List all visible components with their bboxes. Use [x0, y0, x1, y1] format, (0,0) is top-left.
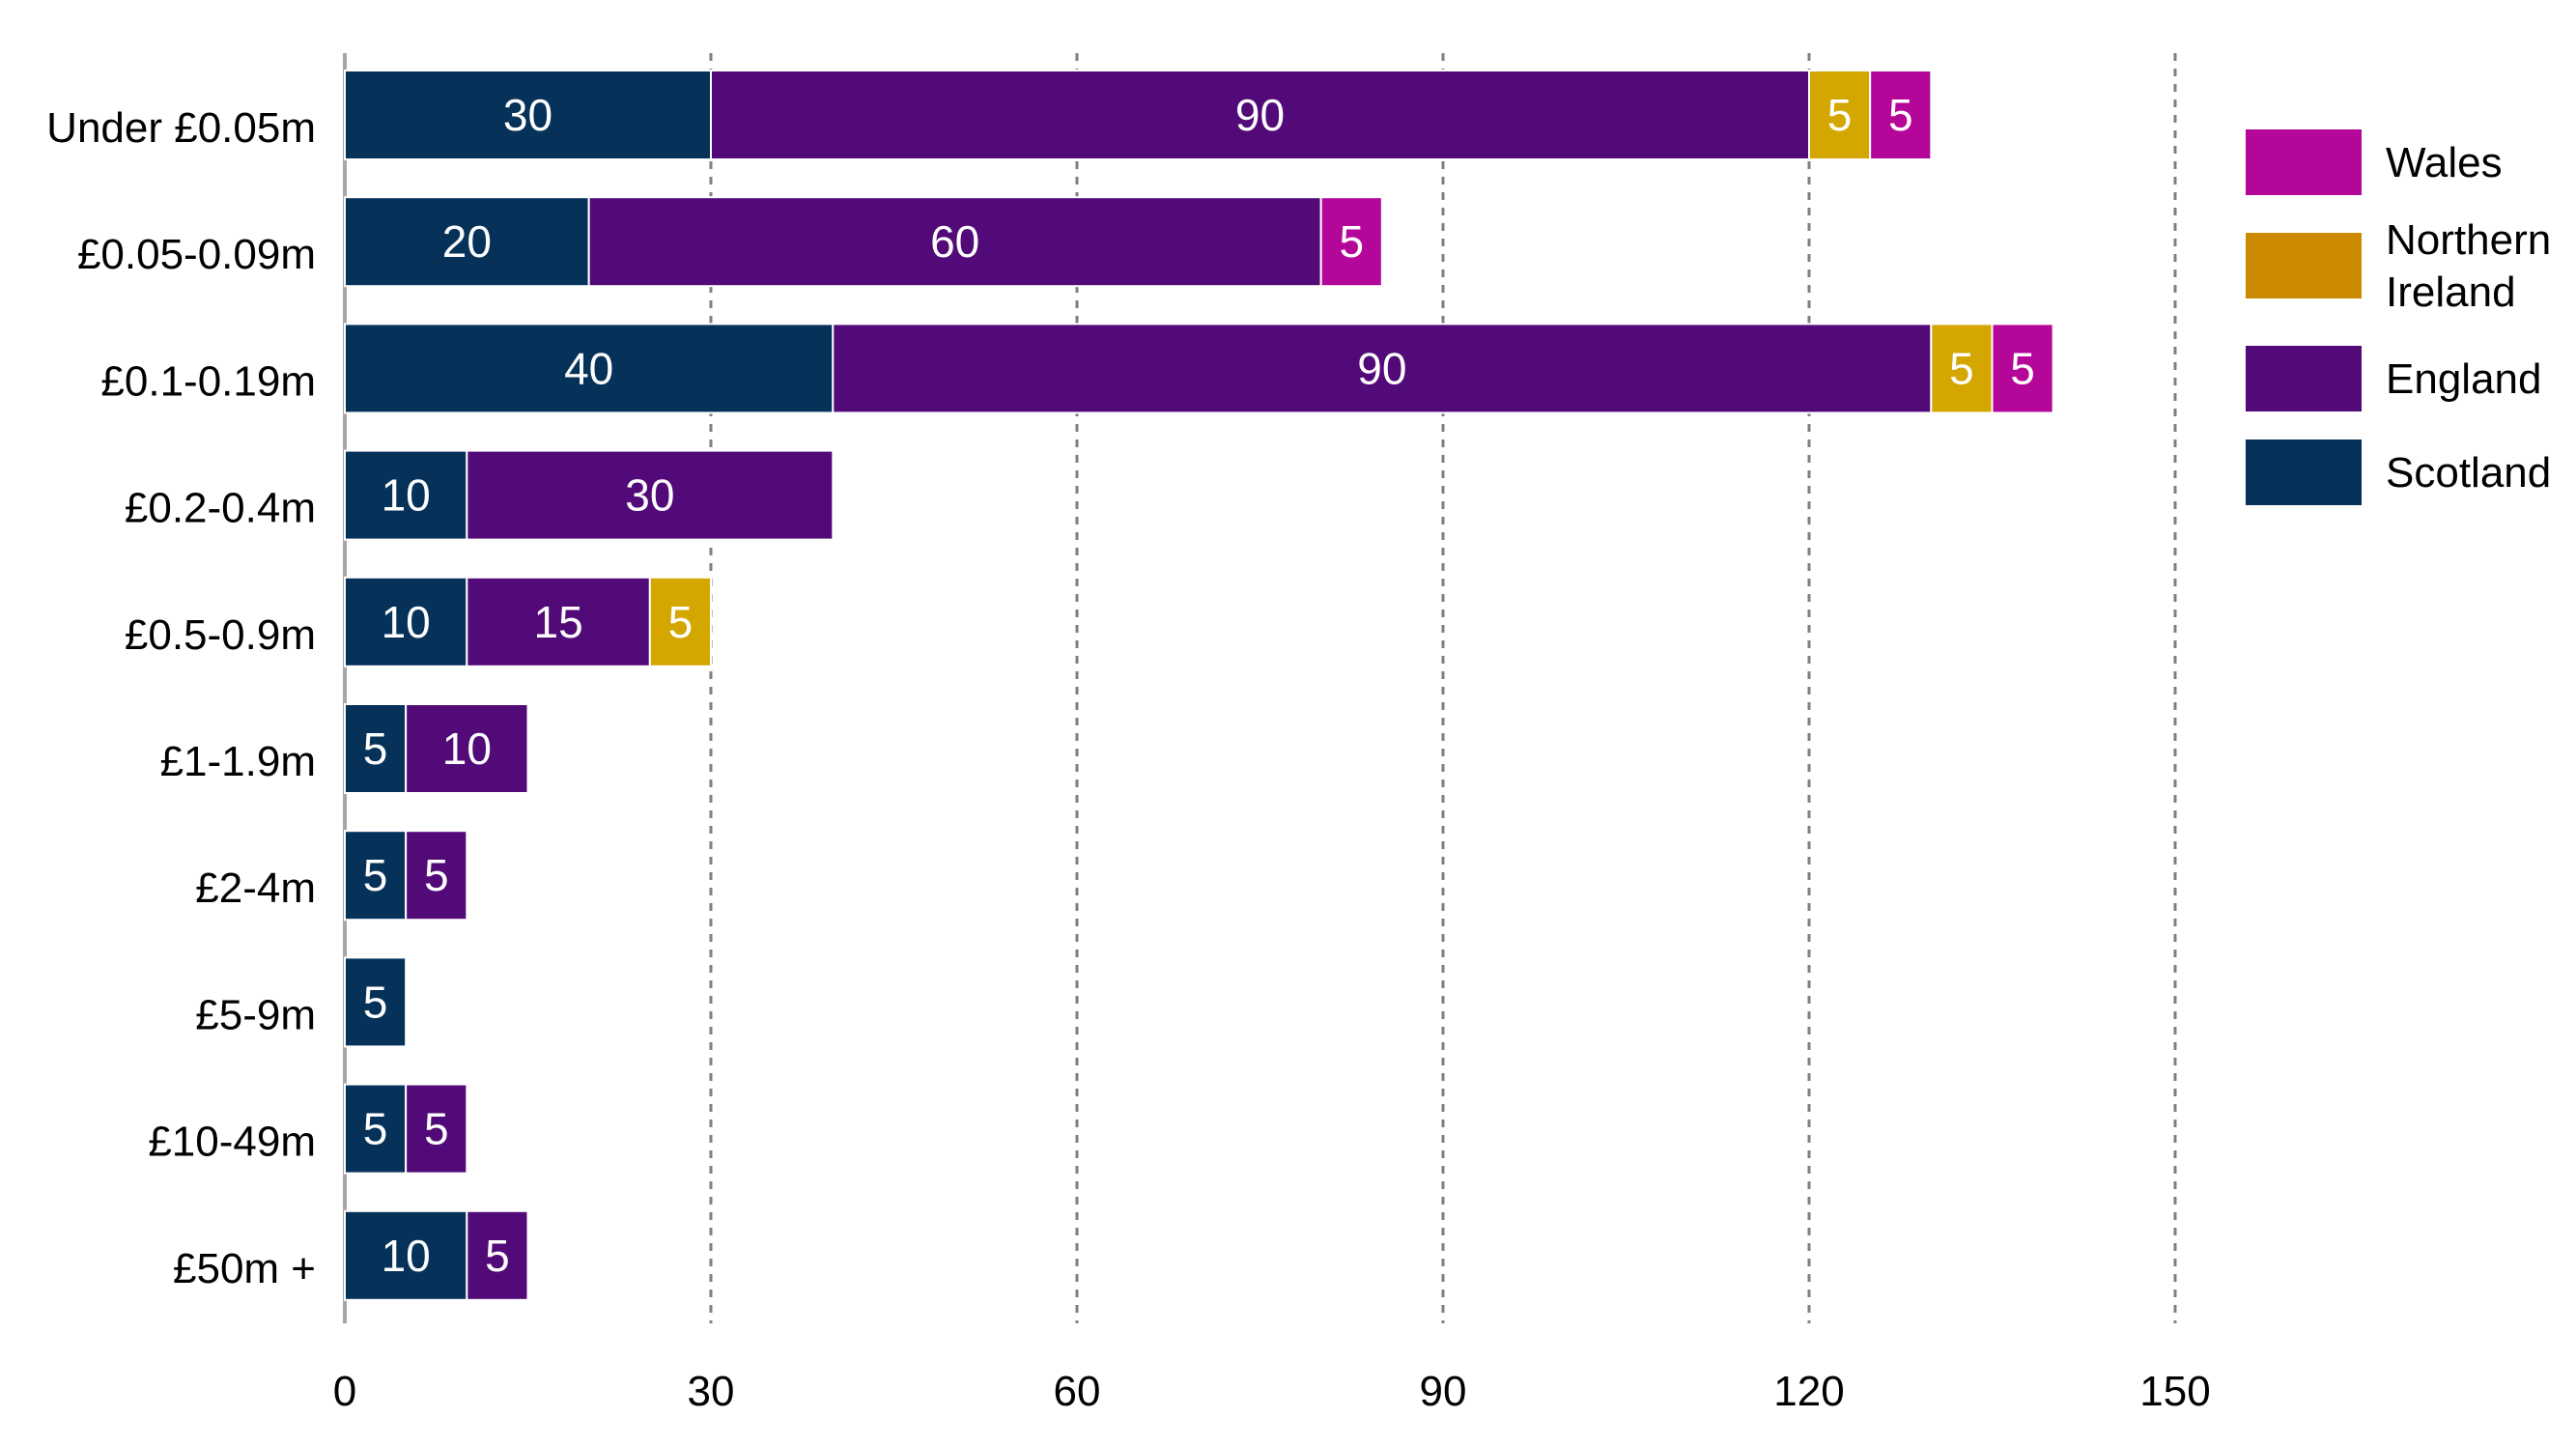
category-label: £0.05-0.09m: [77, 231, 316, 278]
data-label: 5: [363, 723, 388, 774]
data-label: 5: [363, 977, 388, 1027]
category-label: £1-1.9m: [160, 738, 316, 785]
bar-segment-scotland: [344, 703, 408, 794]
data-label: 30: [503, 90, 552, 140]
bar-segment-england: [832, 323, 1933, 414]
category-label: £5-9m: [195, 991, 316, 1038]
x-tick-label: 60: [1054, 1368, 1101, 1415]
data-label: 90: [1357, 343, 1406, 393]
data-label: 90: [1235, 90, 1285, 140]
data-label: 5: [2010, 343, 2035, 393]
bar-segment-england: [405, 1083, 468, 1175]
bar-segment-scotland: [344, 196, 590, 288]
bar-segment-wales: [1319, 196, 1383, 288]
x-tick-label: 30: [688, 1368, 735, 1415]
data-label: 10: [382, 1231, 431, 1281]
category-label: £50m +: [173, 1245, 316, 1292]
x-tick-label: 120: [1773, 1368, 1844, 1415]
data-label: 30: [625, 470, 674, 521]
bar-segment-wales: [1991, 323, 2054, 414]
bar-segment-scotland: [344, 956, 408, 1048]
bar-segment-england: [405, 703, 529, 794]
legend-swatch: [2246, 129, 2362, 195]
data-label: 40: [564, 343, 613, 393]
category-label: £10-49m: [148, 1119, 316, 1166]
legend-label: Northern: [2386, 216, 2551, 264]
bar-segment-scotland: [344, 323, 835, 414]
data-label: 10: [382, 597, 431, 647]
data-label: 5: [363, 1104, 388, 1154]
bar-segment-england: [405, 830, 468, 921]
bar-segment-scotland: [344, 830, 408, 921]
bar-segment-england: [466, 1209, 529, 1301]
bar-segment-england: [587, 196, 1322, 288]
bar-segment-england: [466, 576, 651, 667]
bar-segment-england: [466, 449, 835, 541]
data-label: 5: [363, 850, 388, 900]
data-label: 10: [442, 723, 492, 774]
x-tick-label: 90: [1420, 1368, 1467, 1415]
category-label: £0.5-0.9m: [125, 611, 316, 659]
bar-segment-england: [709, 70, 1810, 160]
data-label: 5: [424, 1104, 449, 1154]
data-label: 5: [1339, 216, 1364, 267]
data-label: 15: [533, 597, 582, 647]
data-label: 20: [442, 216, 492, 267]
data-label: 60: [930, 216, 979, 267]
bar-segment-wales: [1869, 70, 1933, 160]
data-label: 5: [668, 597, 694, 647]
category-label: £0.1-0.19m: [100, 357, 316, 405]
bar-segment-scotland: [344, 449, 468, 541]
data-label: 5: [1827, 90, 1853, 140]
category-label: £2-4m: [195, 865, 316, 912]
data-label: 5: [424, 850, 449, 900]
grid-lines: [709, 53, 2177, 1323]
legend-label: Wales: [2386, 139, 2503, 186]
bar-segment-scotland: [344, 70, 712, 160]
legend: Wales Northern Ireland England Scotland: [2246, 129, 2551, 505]
legend-label: Ireland: [2386, 269, 2516, 316]
legend-label: Scotland: [2386, 449, 2551, 496]
category-label: Under £0.05m: [46, 104, 316, 152]
bars: [344, 70, 2054, 1301]
legend-swatch: [2246, 346, 2362, 411]
legend-swatch: [2246, 233, 2362, 298]
x-tick-label: 150: [2139, 1368, 2210, 1415]
legend-swatch: [2246, 439, 2362, 505]
category-label: £0.2-0.4m: [125, 485, 316, 532]
data-label: 10: [382, 470, 431, 521]
legend-label: England: [2386, 355, 2541, 403]
bar-segment-northern-ireland: [648, 576, 712, 667]
data-label: 5: [1888, 90, 1913, 140]
bar-segment-scotland: [344, 1209, 468, 1301]
data-label: 5: [1949, 343, 1974, 393]
x-tick-label: 0: [333, 1368, 356, 1415]
data-label: 5: [485, 1231, 510, 1281]
bar-segment-scotland: [344, 1083, 408, 1175]
